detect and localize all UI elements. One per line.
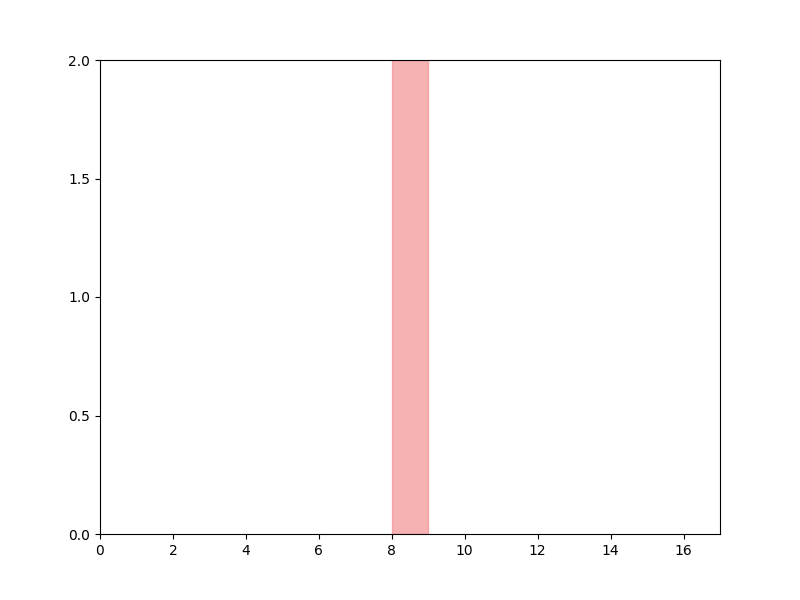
Bar	[392, 60, 428, 534]
